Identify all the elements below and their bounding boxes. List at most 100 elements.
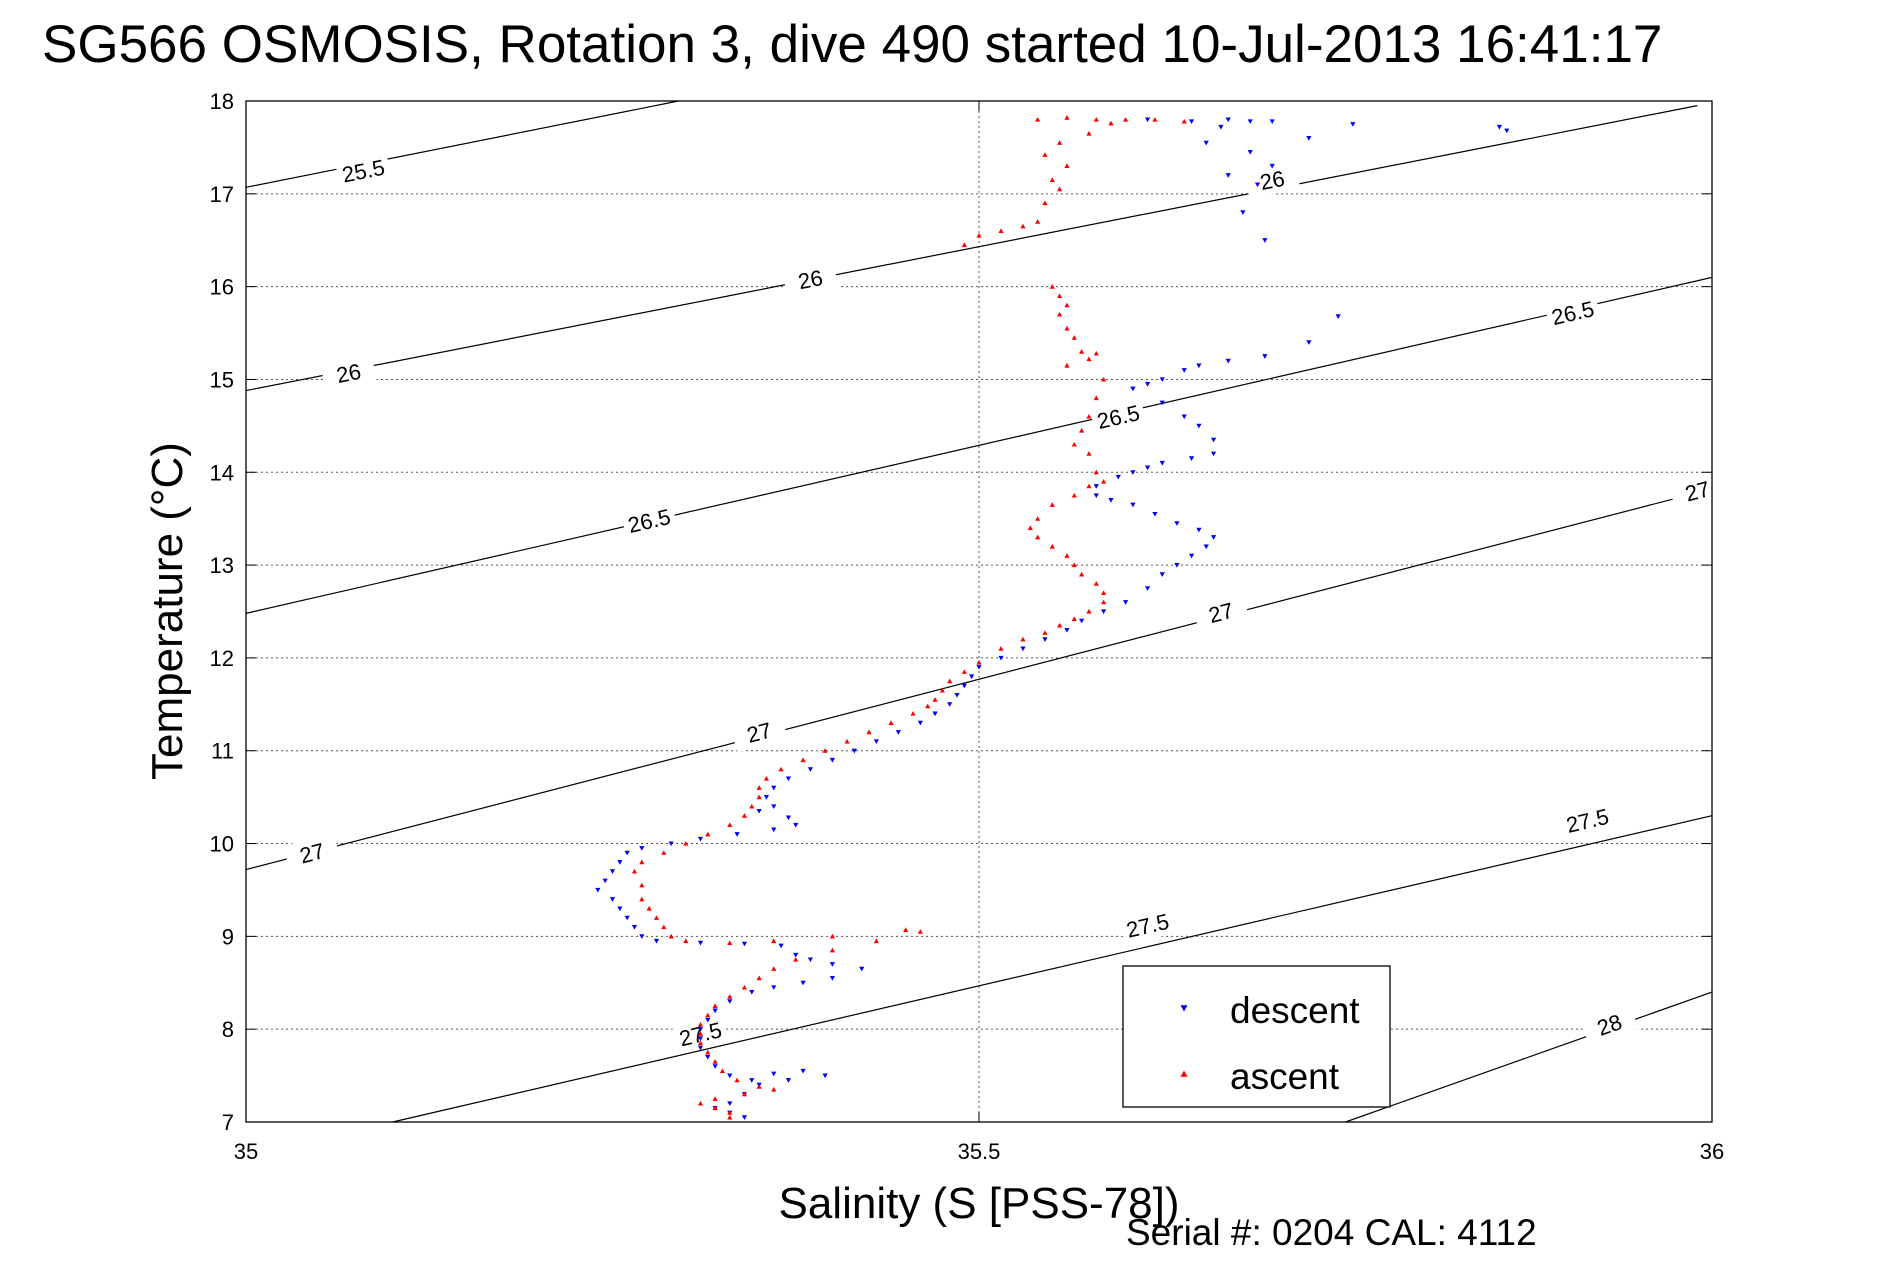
descent-point	[1093, 484, 1099, 489]
ascent-point	[727, 1110, 733, 1115]
descent-point	[1335, 314, 1341, 319]
legend-ascent-marker	[1180, 1070, 1188, 1077]
y-tick-label: 18	[210, 89, 234, 114]
contour-label-bg	[620, 501, 678, 540]
descent-point	[705, 1017, 711, 1023]
ascent-point	[1093, 350, 1099, 356]
descent-point	[712, 1064, 718, 1069]
x-tick-label: 36	[1700, 1139, 1724, 1164]
descent-point	[998, 655, 1004, 661]
legend-descent-marker	[1180, 1005, 1188, 1012]
y-tick-label: 8	[222, 1017, 234, 1042]
descent-point	[1130, 470, 1136, 475]
descent-point	[1306, 136, 1312, 141]
contour-label: 26	[334, 359, 363, 388]
ascent-point	[1042, 200, 1048, 206]
ascent-point	[1035, 516, 1041, 521]
descent-point	[1254, 182, 1261, 188]
density-contours: 25.526262626.526.526.52727272727.527.527…	[245, 100, 1727, 1123]
ascent-point	[1057, 311, 1063, 317]
descent-point	[668, 841, 674, 847]
ascent-point	[1035, 219, 1041, 224]
ascent-point	[778, 766, 784, 772]
descent-point	[793, 952, 799, 958]
descent-point	[1210, 451, 1217, 457]
descent-point	[1196, 423, 1202, 429]
descent-point	[1262, 354, 1268, 359]
descent-point	[1196, 363, 1202, 369]
legend: descent ascent	[1122, 965, 1391, 1108]
serial-cal-footer: Serial #: 0204 CAL: 4112	[1126, 1212, 1537, 1253]
descent-point	[609, 869, 616, 874]
descent-point	[1159, 572, 1165, 577]
ascent-point	[771, 938, 777, 944]
ascent-point	[925, 703, 931, 709]
contour-label-bg	[1580, 1002, 1639, 1047]
descent-point	[785, 776, 792, 782]
contour-line	[392, 815, 1713, 1123]
ascent-point	[793, 956, 799, 962]
descent-point	[1350, 122, 1356, 127]
ascent-point	[712, 1059, 718, 1064]
ascent-point	[1071, 441, 1077, 447]
ascent-point	[697, 1100, 704, 1106]
descent-point	[602, 878, 608, 884]
descent-point	[771, 985, 777, 991]
y-tick-label: 7	[222, 1110, 234, 1135]
descent-point	[756, 808, 762, 814]
plot-area: 25.526262626.526.526.52727272727.527.527…	[210, 89, 1727, 1164]
ascent-point	[1049, 177, 1055, 182]
descent-point	[932, 711, 938, 717]
ascent-point	[1079, 571, 1085, 577]
axis-ticks: 35 35.5 36 7 8 9 10 11 12 13 14 15 16 17 18	[210, 89, 1725, 1164]
descent-point	[1188, 456, 1195, 461]
ascent-point	[1181, 118, 1187, 124]
ascent-point	[771, 1086, 777, 1092]
ascent-point	[771, 966, 777, 971]
ascent-point	[1057, 140, 1063, 145]
descent-point	[763, 795, 770, 800]
descent-point	[1240, 210, 1246, 215]
ascent-point	[697, 1031, 704, 1036]
ascent-point	[1049, 543, 1055, 549]
ascent-point	[683, 938, 689, 944]
contour-label-bg	[1558, 800, 1616, 840]
contour-label-bg	[320, 354, 377, 392]
ascent-point	[1064, 325, 1070, 331]
contour-line	[245, 488, 1713, 871]
descent-point	[1174, 563, 1180, 568]
ascent-point	[646, 905, 652, 911]
descent-point	[1188, 553, 1195, 559]
descent-point	[624, 915, 630, 921]
legend-box	[1122, 965, 1391, 1108]
ascent-point	[697, 1021, 704, 1027]
descent-point	[807, 957, 814, 963]
ascent-point	[1042, 630, 1048, 635]
ascent-point	[1108, 120, 1114, 126]
ascent-point	[1027, 525, 1033, 531]
ascent-point	[1035, 116, 1041, 122]
descent-point	[1020, 646, 1026, 652]
ascent-point	[741, 813, 748, 818]
descent-point	[800, 1068, 806, 1074]
descent-point	[697, 1036, 704, 1042]
y-tick-label: 13	[210, 553, 234, 578]
ascent-point	[712, 1003, 718, 1009]
ascent-point	[705, 1049, 711, 1055]
ascent-point	[1064, 302, 1070, 308]
descent-point	[873, 739, 879, 745]
descent-point	[771, 1071, 777, 1077]
descent-point	[1159, 377, 1165, 383]
ascent-point	[1086, 356, 1092, 362]
contour-label: 27	[1206, 598, 1236, 628]
ascent-point	[1086, 608, 1092, 614]
ascent-point	[661, 850, 667, 855]
y-tick-label: 15	[210, 367, 234, 392]
descent-point	[1188, 119, 1195, 125]
descent-point	[1144, 117, 1151, 123]
descent-point	[859, 966, 865, 972]
ascent-point	[1101, 599, 1107, 605]
descent-point	[639, 934, 645, 939]
ascent-point	[712, 1096, 718, 1101]
descent-point	[1144, 382, 1151, 387]
